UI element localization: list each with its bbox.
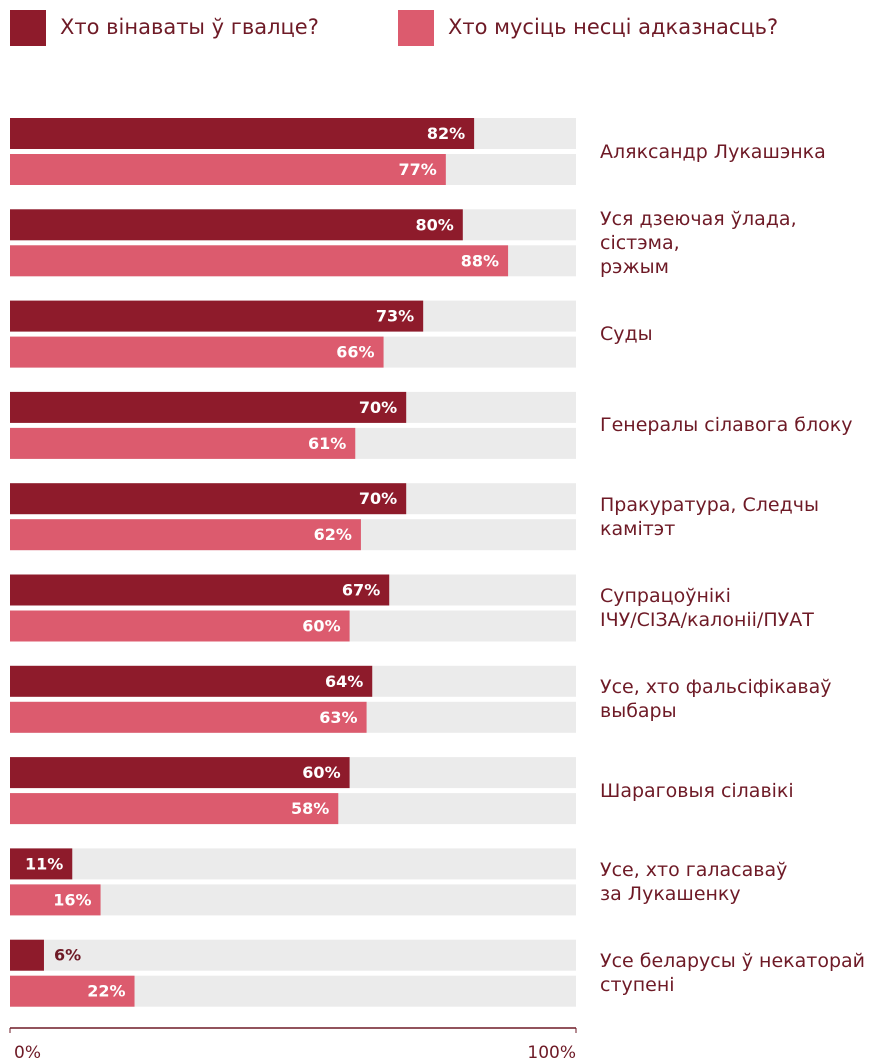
value-label: 66% [336,343,374,362]
category-label: Суды [600,323,653,346]
category-label: Усе, хто галасаваў за Лукашенку [600,858,788,905]
bar [10,300,424,332]
value-label: 11% [25,854,63,873]
value-label: 22% [87,982,125,1001]
bar [10,483,407,515]
value-label: 61% [308,434,346,453]
bar [10,154,446,185]
value-label: 67% [342,581,380,600]
bar [10,519,361,551]
legend-swatch [10,10,46,46]
value-label: 82% [427,124,465,143]
value-label: 80% [416,215,454,234]
bar [10,118,475,149]
bar [10,209,463,241]
bar [10,757,350,789]
bar [10,793,339,825]
bar [10,610,350,642]
bar [10,391,407,423]
bar [10,574,390,606]
value-label: 6% [54,946,81,965]
bar-track [10,884,576,916]
value-label: 60% [302,617,340,636]
value-label: 62% [314,525,352,544]
value-label: 60% [302,763,340,782]
value-label: 16% [53,890,91,909]
value-label: 58% [291,799,329,818]
legend-swatch [398,10,434,46]
category-label: Супрацоўнікі ІЧУ/СІЗА/калоніі/ПУАТ [600,585,814,631]
category-label: Уся дзеючая ўлада, сістэма, рэжым [600,207,797,278]
bar-track [10,939,576,971]
category-label: Усе беларусы ў некаторай ступені [600,950,865,997]
x-tick-label: 100% [527,1043,576,1063]
bar [10,975,135,1007]
bar [10,884,101,916]
value-label: 64% [325,672,363,691]
bar [10,427,356,459]
bar [10,939,44,971]
category-label: Усе, хто фальсіфікаваў выбары [600,676,832,723]
value-label: 63% [319,708,357,727]
legend-label: Хто мусіць несці адказнасць? [448,15,778,39]
category-label: Аляксандр Лукашэнка [600,140,826,163]
legend-label: Хто вінаваты ў гвалце? [60,15,319,39]
x-tick-label: 0% [14,1043,41,1063]
value-label: 77% [399,160,437,179]
bar [10,665,373,697]
value-label: 88% [461,251,499,270]
bar [10,701,367,733]
value-label: 70% [359,398,397,417]
bar [10,848,73,880]
category-label: Шараговыя сілавікі [600,779,794,802]
category-label: Пракуратура, Следчы камітэт [600,493,819,540]
category-label: Генералы сілавога блоку [600,414,853,437]
value-label: 73% [376,307,414,326]
bar-track [10,848,576,880]
bar [10,336,384,368]
bar [10,245,509,277]
value-label: 70% [359,489,397,508]
